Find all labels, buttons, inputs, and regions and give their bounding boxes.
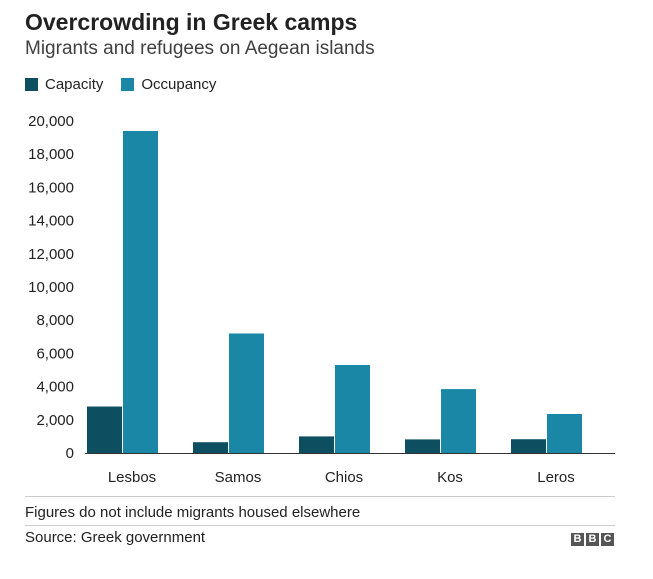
- footer-divider-top: [25, 496, 615, 497]
- bar-occupancy-lesbos: [123, 130, 158, 453]
- y-tick-label: 18,000: [28, 146, 74, 163]
- chart-footnote: Figures do not include migrants housed e…: [25, 504, 361, 521]
- legend-label-capacity: Capacity: [45, 76, 104, 93]
- footer-divider-bottom: [25, 525, 615, 526]
- y-tick-label: 14,000: [28, 213, 74, 230]
- bar-group: [87, 130, 582, 453]
- legend-item-capacity: Capacity: [25, 76, 103, 93]
- y-tick-label: 0: [66, 445, 74, 462]
- bar-occupancy-kos: [441, 389, 476, 453]
- y-axis: 0 2,000 4,000 6,000 8,000 10,000 12,000 14,000 1…: [28, 113, 74, 462]
- y-tick-label: 10,000: [28, 279, 74, 296]
- bar-capacity-lesbos: [87, 406, 122, 453]
- bar-capacity-samos: [193, 442, 228, 453]
- bbc-logo-letter: C: [601, 533, 614, 546]
- bbc-logo: B B C: [571, 533, 616, 546]
- y-tick-label: 6,000: [36, 345, 74, 362]
- bbc-logo-letter: B: [586, 533, 599, 546]
- x-tick-label: Kos: [437, 469, 463, 486]
- chart-legend: Capacity Occupancy: [25, 76, 234, 93]
- x-tick-label: Lesbos: [108, 469, 156, 486]
- y-tick-label: 4,000: [36, 379, 74, 396]
- bar-capacity-kos: [405, 439, 440, 453]
- x-axis: Lesbos Samos Chios Kos Leros: [85, 453, 615, 486]
- y-tick-label: 16,000: [28, 179, 74, 196]
- x-tick-label: Chios: [325, 469, 363, 486]
- legend-swatch-capacity: [25, 78, 38, 91]
- chart-subtitle: Migrants and refugees on Aegean islands: [25, 38, 375, 59]
- y-tick-label: 2,000: [36, 412, 74, 429]
- x-tick-label: Samos: [215, 469, 262, 486]
- chart-source: Source: Greek government: [25, 529, 206, 546]
- bbc-logo-letter: B: [571, 533, 584, 546]
- x-tick-label: Leros: [537, 469, 575, 486]
- y-tick-label: 20,000: [28, 113, 74, 130]
- bar-occupancy-chios: [335, 365, 370, 453]
- bar-occupancy-samos: [229, 333, 264, 453]
- bar-capacity-leros: [511, 439, 546, 453]
- chart-title: Overcrowding in Greek camps: [25, 9, 358, 35]
- y-tick-label: 8,000: [36, 312, 74, 329]
- legend-swatch-occupancy: [121, 78, 135, 91]
- bar-capacity-chios: [299, 436, 334, 453]
- bar-occupancy-leros: [547, 413, 582, 453]
- legend-item-occupancy: Occupancy: [121, 76, 216, 93]
- legend-label-occupancy: Occupancy: [141, 76, 217, 93]
- y-tick-label: 12,000: [28, 246, 74, 263]
